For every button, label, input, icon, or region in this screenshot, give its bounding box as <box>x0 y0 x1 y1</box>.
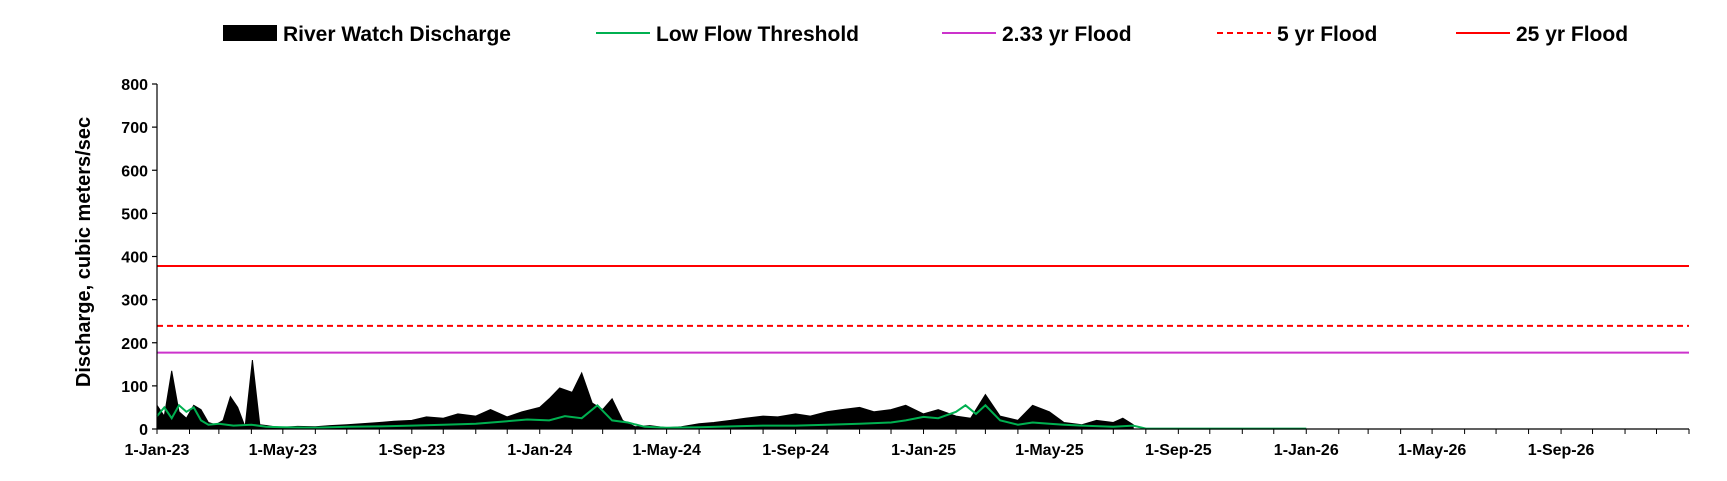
x-tick-label: 1-May-25 <box>1015 442 1084 459</box>
x-tick-label: 1-Sep-23 <box>378 442 445 459</box>
y-tick-label: 100 <box>121 379 148 396</box>
y-tick-label: 800 <box>121 77 148 94</box>
x-tick-label: 1-Sep-26 <box>1528 442 1595 459</box>
x-tick-label: 1-Sep-24 <box>762 442 829 459</box>
y-tick-label: 700 <box>121 120 148 137</box>
x-tick-label: 1-May-26 <box>1398 442 1467 459</box>
axes: 0 100 200 300 400 500 600 700 800 1-Jan-23 1-May-2… <box>121 77 1690 459</box>
x-tick-label: 1-May-24 <box>632 442 701 459</box>
x-tick-label: 1-Jan-24 <box>507 442 572 459</box>
legend-label-2-33-yr-flood: 2.33 yr Flood <box>1002 23 1132 46</box>
y-axis-title: Discharge, cubic meters/sec <box>73 117 95 387</box>
plot-area <box>156 264 1689 430</box>
legend-label-river-watch-discharge: River Watch Discharge <box>283 23 511 46</box>
x-tick-label: 1-May-23 <box>249 442 318 459</box>
y-tick-label: 400 <box>121 250 148 267</box>
y-tick-label: 0 <box>139 422 148 439</box>
legend-swatch-river-watch-discharge <box>223 25 277 41</box>
legend-label-25-yr-flood: 25 yr Flood <box>1516 23 1628 46</box>
y-tick-label: 600 <box>121 163 148 180</box>
discharge-area <box>156 359 1134 430</box>
x-tick-label: 1-Sep-25 <box>1145 442 1212 459</box>
x-tick-label: 1-Jan-25 <box>891 442 956 459</box>
x-tick-label: 1-Jan-26 <box>1274 442 1339 459</box>
legend-label-low-flow-threshold: Low Flow Threshold <box>656 23 859 46</box>
legend: River Watch Discharge Low Flow Threshold 2… <box>223 23 1628 46</box>
y-tick-label: 500 <box>121 206 148 223</box>
low-flow-line <box>156 403 1307 430</box>
legend-label-5-yr-flood: 5 yr Flood <box>1277 23 1377 46</box>
y-tick-label: 200 <box>121 336 148 353</box>
y-tick-label: 300 <box>121 293 148 310</box>
x-tick-label: 1-Jan-23 <box>125 442 190 459</box>
